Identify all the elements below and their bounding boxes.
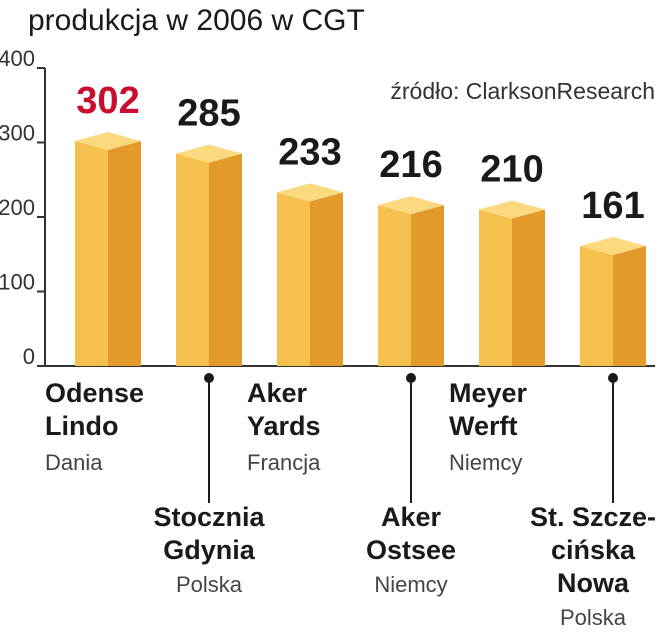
country: Dania <box>45 450 103 475</box>
bar-side <box>613 246 646 366</box>
bar-top <box>277 183 343 202</box>
country: Francja <box>247 450 321 475</box>
bar-side <box>310 192 343 366</box>
country: Polska <box>176 572 243 597</box>
value-label: 210 <box>480 149 543 191</box>
category-name: Stocznia <box>153 502 265 532</box>
bar <box>580 237 646 366</box>
bar-top <box>75 132 141 151</box>
source: źródło: ClarksonResearch <box>390 78 655 104</box>
bar-top <box>378 196 444 215</box>
y-tick-label: 400 <box>0 46 35 71</box>
bar-side <box>108 141 141 366</box>
bar <box>378 196 444 366</box>
bar-top <box>580 237 646 256</box>
y-tick-label: 100 <box>0 269 35 294</box>
bar-front <box>277 192 310 366</box>
bar-top <box>479 200 545 219</box>
category-name: Odense <box>45 378 144 408</box>
value-label: 233 <box>278 131 341 173</box>
country: Niemcy <box>449 450 522 475</box>
category-name: Gdynia <box>163 535 256 565</box>
category-name: Ostsee <box>366 535 456 565</box>
value-label: 285 <box>177 93 240 135</box>
chart-title: produkcja w 2006 w CGT <box>28 4 365 37</box>
category-name: Aker <box>381 502 442 532</box>
country: Niemcy <box>374 572 447 597</box>
category-name: Yards <box>247 411 321 441</box>
y-tick-label: 200 <box>0 195 35 220</box>
bar-front <box>580 246 613 366</box>
bar-top <box>176 144 242 163</box>
bar-front <box>176 153 209 366</box>
bar <box>75 132 141 366</box>
category-name: Lindo <box>45 411 118 441</box>
value-label: 302 <box>76 80 139 122</box>
bar-front <box>479 209 512 366</box>
bar-front <box>75 141 108 366</box>
category-name: Meyer <box>449 378 528 408</box>
bar-front <box>378 205 411 366</box>
category-name: Nowa <box>557 568 630 598</box>
category-name: St. Szcze- <box>530 502 656 532</box>
bar-side <box>411 205 444 366</box>
y-tick-label: 300 <box>0 120 35 145</box>
y-tick-label: 0 <box>23 344 35 369</box>
bar-side <box>512 209 545 366</box>
category-name: Aker <box>247 378 308 408</box>
bar <box>176 144 242 366</box>
value-label: 161 <box>581 185 644 227</box>
bar-side <box>209 153 242 366</box>
country: Polska <box>560 605 627 630</box>
category-name: Werft <box>449 411 518 441</box>
bar <box>479 200 545 366</box>
category-name: cińska <box>551 535 636 565</box>
value-label: 216 <box>379 144 442 186</box>
bar <box>277 183 343 366</box>
